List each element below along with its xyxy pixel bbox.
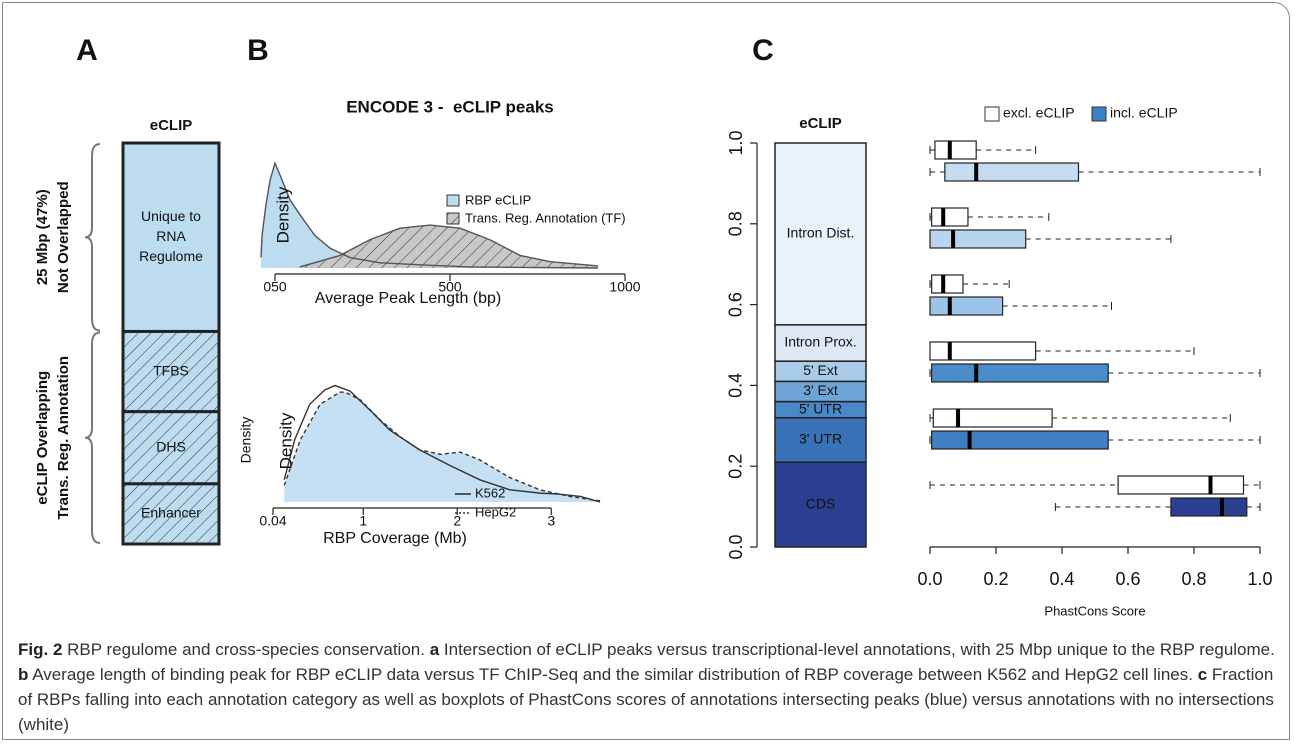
brace — [84, 331, 101, 544]
bar-segment — [774, 142, 867, 326]
box — [929, 341, 1037, 361]
x-tick-label: 2 — [453, 513, 461, 529]
caption-letter: a — [429, 640, 440, 659]
brace-label: 25 Mbp (47%) — [34, 189, 51, 285]
hatch — [123, 411, 219, 484]
brace-label: Not Overlapped — [55, 181, 72, 293]
x-tick-label: 1 — [359, 513, 367, 529]
legend-label: HepG2 — [475, 504, 516, 519]
caption-label: Fig. 2 — [18, 640, 63, 659]
x-tick-label: 1000 — [609, 279, 640, 295]
x-tick-label: 0.2 — [983, 569, 1008, 589]
segment-label: RNA — [156, 228, 186, 244]
box — [934, 140, 977, 160]
caption-letter: c — [1197, 665, 1208, 684]
bar-segment — [774, 416, 867, 463]
box — [931, 207, 969, 227]
segment-label: DHS — [156, 438, 186, 454]
density-line — [283, 384, 601, 503]
caption-title: RBP regulome and cross-species conservat… — [67, 640, 425, 659]
legend-label: incl. eCLIP — [1110, 105, 1178, 121]
box — [929, 296, 1004, 316]
legend-label: RBP eCLIP — [465, 192, 531, 207]
x-tick-label: 3 — [547, 513, 555, 529]
panel-letter: B — [247, 34, 269, 67]
density-line — [283, 391, 601, 502]
x-tick-label: 0.6 — [1115, 569, 1140, 589]
hatch — [123, 483, 219, 544]
x-tick-label: 1.0 — [1247, 569, 1272, 589]
box — [931, 274, 964, 294]
chart-title: eCLIP — [799, 115, 842, 132]
caption-letter: b — [18, 665, 29, 684]
legend-swatch — [446, 194, 460, 207]
y-axis-label: Density — [273, 186, 292, 243]
bar-segment — [774, 461, 867, 548]
segment-label: 5' UTR — [799, 400, 842, 416]
panel-letter: C — [752, 34, 774, 67]
segment-label: Intron Dist. — [787, 225, 855, 241]
x-axis-label: RBP Coverage (Mb) — [323, 530, 467, 547]
x-tick-label: 050 — [263, 279, 287, 295]
box — [1170, 497, 1248, 517]
legend-label: K562 — [475, 485, 505, 500]
segment-label: Enhancer — [141, 505, 201, 521]
brace-label: Trans. Reg. Annotation — [55, 356, 72, 520]
box — [944, 162, 1080, 182]
bar-segment — [774, 324, 867, 362]
box — [931, 363, 1109, 383]
x-axis-label: PhastCons Score — [1044, 603, 1145, 618]
caption-text: Fraction of RBPs falling into each annot… — [18, 665, 1274, 734]
legend-label: Trans. Reg. Annotation (TF) — [465, 210, 626, 225]
brace — [84, 143, 101, 332]
x-tick-label: 0.4 — [1049, 569, 1074, 589]
segment-label: 5' Ext — [803, 362, 838, 378]
density-area — [284, 392, 601, 502]
segment-label: 3' Ext — [803, 382, 838, 398]
x-tick-label: 0.8 — [1181, 569, 1206, 589]
legend-swatch — [1091, 106, 1107, 122]
x-axis-label: Average Peak Length (bp) — [315, 290, 502, 307]
legend-swatch — [984, 106, 1000, 122]
hatch — [447, 213, 459, 224]
y-tick-label: 0.8 — [726, 211, 746, 236]
caption: Fig. 2 RBP regulome and cross-species co… — [18, 637, 1280, 737]
segment-label: 3' UTR — [799, 431, 842, 447]
hatch — [123, 331, 219, 412]
x-tick-label: 0.0 — [917, 569, 942, 589]
box — [929, 229, 1027, 249]
y-tick-label: 0.0 — [726, 534, 746, 559]
box — [1117, 475, 1245, 495]
density-line — [260, 161, 599, 269]
y-tick-label: 0.2 — [726, 454, 746, 479]
panel-letter: A — [76, 34, 98, 67]
segment-label: TFBS — [153, 362, 189, 378]
box — [932, 408, 1053, 428]
brace-label: eCLIP Overlapping — [34, 371, 51, 505]
density-line — [299, 224, 599, 268]
density-area — [261, 163, 599, 268]
chart-title: ENCODE 3 - eCLIP peaks — [346, 97, 554, 116]
y-tick-label: 1.0 — [726, 130, 746, 155]
y-tick-label: 0.6 — [726, 292, 746, 317]
y-tick-label: 0.4 — [726, 373, 746, 398]
caption-text: Average length of binding peak for RBP e… — [32, 665, 1193, 684]
x-tick-label: 500 — [438, 279, 462, 295]
legend-label: excl. eCLIP — [1003, 105, 1075, 121]
chart-title: eCLIP — [150, 117, 193, 134]
segment-label: Unique to — [141, 208, 201, 224]
y-axis-label: Density — [238, 417, 254, 464]
y-axis-label: Density — [276, 412, 295, 469]
segment-label: Intron Prox. — [784, 334, 856, 350]
x-tick-label: 0.04 — [259, 513, 286, 529]
hatch — [299, 225, 599, 268]
caption-text: Intersection of eCLIP peaks versus trans… — [443, 640, 1275, 659]
segment-label: Regulome — [139, 248, 203, 264]
box — [931, 430, 1109, 450]
segment-label: CDS — [806, 495, 836, 511]
